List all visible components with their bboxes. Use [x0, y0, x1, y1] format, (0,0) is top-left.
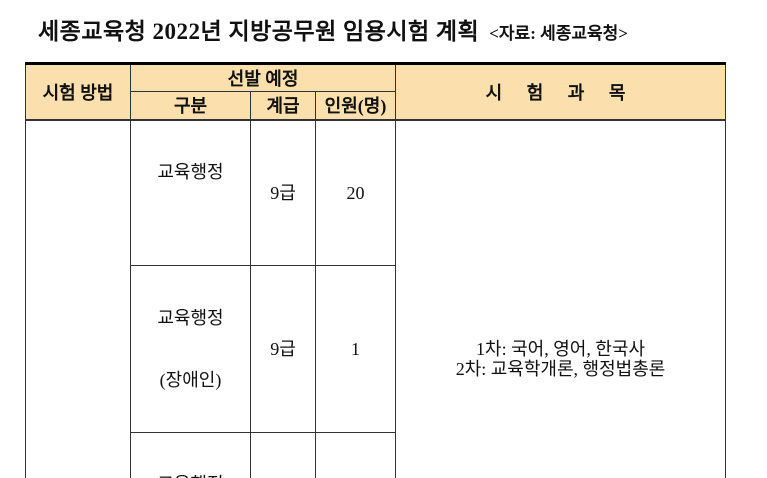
page-title: 세종교육청 2022년 지방공무원 임용시험 계획 <자료: 세종교육청> — [38, 12, 758, 46]
title-text: 세종교육청 2022년 지방공무원 임용시험 계획 — [38, 19, 480, 44]
header-row-2: 구분 계급 인원(명) — [26, 91, 726, 121]
method-group-cell: 공개경쟁 임용시험 — [25, 119, 131, 478]
count-cell: 20 — [314, 118, 397, 267]
grade-cell: 9급 — [250, 265, 316, 433]
count-cell: 1 — [314, 265, 397, 433]
table-row: 교육행정 (저소득층) 9급 1 — [26, 431, 726, 478]
category-line: 교육행정 — [157, 161, 224, 182]
table-row: 교육행정 (장애인) 9급 1 — [26, 265, 726, 433]
header-row-1: 시험 방법 선발 예정 시 험 과 목 — [25, 63, 727, 121]
header-selection-group: 선발 예정 — [129, 63, 397, 92]
category-line: (장애인) — [159, 369, 222, 390]
header-method: 시험 방법 — [25, 63, 131, 121]
category-cell: 교육행정 — [130, 118, 251, 267]
category-cell: 교육행정 (장애인) — [130, 265, 251, 433]
header-count: 인원(명) — [314, 91, 397, 121]
grade-cell: 9급 — [250, 118, 316, 267]
subject-line-2: 2차: 교육학개론, 행정법총론 — [455, 359, 666, 380]
category-cell: 교육행정 (저소득층) — [130, 431, 251, 478]
grade-cell: 9급 — [250, 431, 316, 478]
category-line: 교육행정 — [157, 307, 224, 328]
title-source-note: <자료: 세종교육청> — [489, 24, 628, 43]
exam-plan-table: 시험 방법 선발 예정 시 험 과 목 구분 계급 인원(명) 공개경쟁 임용시… — [25, 62, 727, 478]
header-grade: 계급 — [250, 91, 316, 121]
category-line: 교육행정 — [132, 474, 250, 478]
count-cell: 1 — [314, 431, 397, 478]
subject-line-1: 1차: 국어, 영어, 한국사 — [476, 338, 646, 359]
subjects-cell-admin: 1차: 국어, 영어, 한국사 2차: 교육학개론, 행정법총론 — [395, 118, 727, 478]
header-subjects: 시 험 과 목 — [395, 63, 727, 121]
header-category: 구분 — [130, 91, 251, 121]
table-row: 공개경쟁 임용시험 교육행정 9급 20 1차: 국어, 영어, 한국사 2차:… — [25, 118, 727, 478]
